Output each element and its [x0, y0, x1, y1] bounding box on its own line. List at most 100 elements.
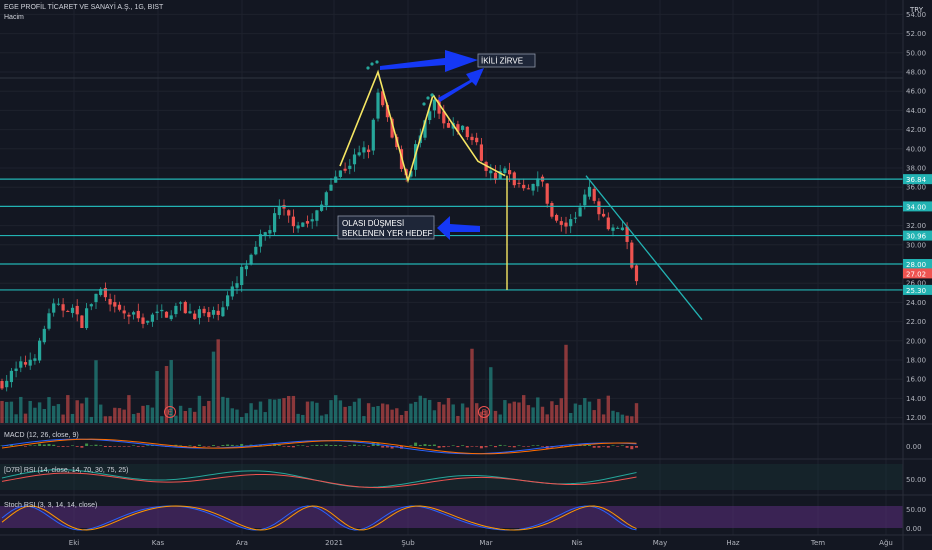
macd-histogram-bar: [108, 446, 112, 447]
candle-body: [606, 217, 610, 230]
volume-bar: [202, 406, 206, 423]
candle-body: [89, 304, 93, 307]
candle-body: [179, 302, 183, 304]
candle-body: [630, 242, 634, 268]
macd-histogram-bar: [630, 446, 634, 450]
volume-bar: [66, 395, 70, 423]
candle-body: [559, 221, 563, 225]
y-tick-label: 50.00: [906, 49, 926, 57]
candle-body: [183, 301, 187, 314]
macd-histogram-bar: [635, 446, 638, 448]
macd-histogram-bar: [212, 445, 215, 446]
macd-histogram-bar: [113, 446, 117, 447]
macd-histogram-bar: [428, 444, 432, 446]
volume-bar: [517, 402, 521, 423]
volume-bar: [592, 410, 596, 423]
macd-histogram-bar: [71, 445, 74, 446]
volume-bar: [131, 414, 136, 423]
volume-bar: [160, 416, 164, 423]
candle-body: [268, 230, 272, 234]
candle-body: [291, 216, 295, 227]
macd-histogram-bar: [611, 445, 615, 446]
y-tick-label: 38.00: [906, 165, 926, 173]
macd-histogram-bar: [479, 446, 483, 449]
candle-body: [573, 217, 577, 219]
volume-bar: [324, 414, 328, 423]
volume-bar: [456, 415, 460, 423]
volume-bar: [61, 414, 65, 423]
candle-body: [385, 104, 389, 118]
macd-histogram-bar: [606, 446, 610, 448]
volume-bar: [37, 402, 42, 423]
volume-bar: [272, 399, 277, 423]
volume-bar: [343, 406, 347, 423]
volume-bar: [569, 412, 573, 423]
candle-body: [33, 358, 37, 361]
volume-bar: [14, 414, 18, 423]
macd-histogram-bar: [127, 446, 131, 447]
volume-bar: [33, 407, 37, 423]
peak-dot: [366, 66, 370, 70]
candle-body: [122, 310, 126, 314]
macd-histogram-bar: [512, 446, 516, 448]
candle-body: [5, 380, 9, 388]
macd-histogram-bar: [461, 445, 465, 446]
macd-histogram-bar: [414, 442, 418, 446]
candle-body: [70, 307, 75, 313]
volume-bar: [522, 395, 526, 423]
macd-histogram-bar: [616, 446, 620, 447]
macd-tick: 0.00: [906, 443, 922, 451]
volume-bar: [211, 351, 216, 423]
candle-body: [367, 149, 371, 153]
volume-bar: [291, 395, 296, 423]
candle-body: [428, 111, 432, 121]
macd-histogram-bar: [230, 444, 234, 446]
volume-bar: [42, 408, 46, 423]
volume-bar: [164, 366, 169, 423]
trendline: [585, 175, 703, 321]
candle-body: [479, 144, 483, 161]
macd-histogram-bar: [451, 445, 455, 446]
volume-bar: [409, 403, 413, 423]
macd-histogram-bar: [541, 446, 544, 447]
volume-bar: [19, 396, 23, 423]
candle-body: [14, 368, 18, 372]
macd-histogram-bar: [38, 443, 42, 446]
volume-bar: [512, 401, 516, 423]
price-label-box: [903, 174, 932, 185]
candle-body: [620, 227, 624, 231]
candle-body: [475, 137, 479, 143]
macd-signal-line: [1, 438, 637, 455]
volume-bar: [207, 400, 211, 423]
volume-bar: [352, 401, 357, 423]
candle-body: [240, 266, 244, 286]
volume-bar: [94, 360, 98, 423]
y-tick-label: 54.00: [906, 11, 926, 19]
volume-bar: [296, 413, 300, 423]
volume-bar: [381, 403, 385, 423]
macd-histogram-bar: [522, 446, 526, 447]
stoch-d-line: [1, 505, 637, 531]
peak-dot: [426, 96, 430, 100]
x-tick-label: May: [653, 539, 667, 547]
candle-body: [164, 311, 169, 318]
indicator-panes: [0, 438, 903, 531]
volume-bar: [146, 405, 150, 423]
volume-bar: [235, 409, 239, 423]
macd-histogram-bar: [559, 446, 563, 447]
candle-body: [9, 370, 13, 383]
macd-histogram-bar: [353, 444, 356, 446]
macd-histogram-bar: [226, 444, 230, 446]
candle-body: [508, 170, 512, 175]
double-top-label: İKİLİ ZİRVE: [481, 57, 523, 66]
candle-body: [564, 222, 568, 227]
macd-histogram-bar: [423, 444, 427, 446]
volume-bar: [47, 397, 51, 423]
volume-bar: [310, 401, 314, 423]
volume-bar: [564, 344, 568, 423]
x-tick-label: Şub: [401, 539, 415, 547]
candle-body: [0, 381, 4, 389]
volume-bar: [136, 412, 140, 423]
